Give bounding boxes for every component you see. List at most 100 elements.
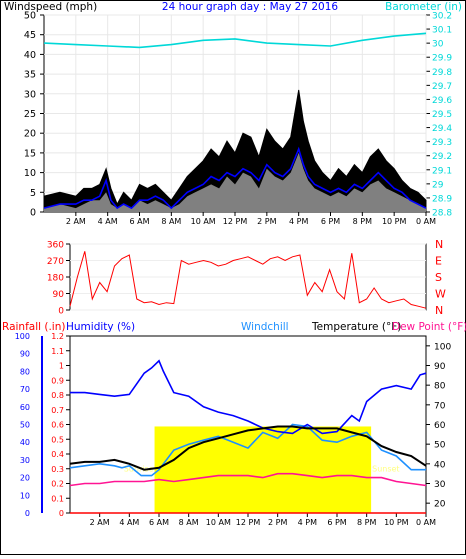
x-tick-label: 6 PM <box>327 518 346 527</box>
x-tick-label: 8 PM <box>357 518 376 527</box>
x-tick-label: 8 PM <box>353 217 372 226</box>
y2-tick-label-temperature: 40 <box>434 460 446 470</box>
x-tick-label: 10 AM <box>191 217 216 226</box>
temperature-humidity-panel: Sunrise Sunset 0 0.1 0.2 0.3 0.4 0.5 0.6 0.7 0.8 0.… <box>15 332 452 527</box>
y2-tick-label-barometer: 30 <box>432 40 444 50</box>
compass-label: E <box>435 255 442 268</box>
y-tick-label-humidity: 40 <box>20 438 30 447</box>
y2-tick-label-barometer: 29 <box>432 180 444 190</box>
y2-tick-label-barometer: 30.2 <box>432 12 452 22</box>
x-tick-label: 0 AM <box>416 518 436 527</box>
wind-average-line <box>43 146 427 210</box>
y2-tick-label-temperature: 20 <box>434 500 446 510</box>
compass-label: N <box>435 304 443 317</box>
compass-label: W <box>435 288 446 301</box>
windchill-line <box>69 423 426 477</box>
y-tick-label-humidity: 10 <box>20 491 30 500</box>
dewpoint-label: Dew Point (°F) <box>392 321 466 333</box>
x-tick-label: 2 PM <box>257 217 276 226</box>
y-tick-label-windspeed: 20 <box>24 129 36 140</box>
y-tick-label-windspeed: 30 <box>24 89 36 100</box>
x-tick-label: 8 AM <box>161 217 181 226</box>
y-tick-label-rainfall: 0.9 <box>51 376 64 385</box>
y2-tick-label-temperature: 90 <box>434 362 446 372</box>
y-tick-label-humidity: 60 <box>20 403 30 412</box>
y-tick-label-windspeed: 45 <box>24 30 36 41</box>
y2-tick-label-barometer: 29.8 <box>432 68 452 78</box>
y-tick-label-humidity: 50 <box>20 421 30 430</box>
y2-tick-label-barometer: 29.5 <box>432 110 452 120</box>
y-tick-label-humidity: 0 <box>25 509 30 518</box>
x-tick-label: 2 PM <box>268 518 287 527</box>
barometer-line <box>43 32 427 49</box>
x-tick-label: 4 AM <box>119 518 139 527</box>
y-tick-label-windspeed: 10 <box>24 168 36 179</box>
windchill-label: Windchill <box>241 321 289 333</box>
x-tick-label: 6 AM <box>129 217 149 226</box>
y2-tick-label-temperature: 60 <box>434 421 446 431</box>
y-tick-label-windspeed: 0 <box>30 208 36 219</box>
y2-tick-label-temperature: 30 <box>434 480 446 490</box>
y2-tick-label-barometer: 28.9 <box>432 194 452 204</box>
dewpoint-line <box>69 472 427 487</box>
y2-tick-label-temperature: 80 <box>434 382 446 392</box>
y-tick-label-rainfall: 0.7 <box>51 406 64 415</box>
y-tick-label-rainfall: 0.8 <box>51 391 64 400</box>
y-tick-label-windspeed: 25 <box>24 109 36 120</box>
y-tick-label-windspeed: 5 <box>30 188 36 199</box>
y-tick-label-direction: 90 <box>53 290 65 300</box>
y2-tick-label-barometer: 29.3 <box>432 138 452 148</box>
windgust-area <box>44 152 426 212</box>
y-tick-label-windspeed: 35 <box>24 70 36 81</box>
windspeed-area <box>43 89 427 213</box>
y-tick-label-rainfall: 0.1 <box>51 494 64 503</box>
y-tick-label-direction: 180 <box>47 274 64 284</box>
compass-label: N <box>435 238 443 251</box>
y-tick-label-rainfall: 0 <box>59 509 64 518</box>
y2-tick-label-temperature: 50 <box>434 441 446 451</box>
temperature-line <box>69 425 427 471</box>
x-tick-label: 10 PM <box>382 217 407 226</box>
x-tick-label: 8 AM <box>179 518 199 527</box>
y-tick-label-windspeed: 15 <box>24 148 36 159</box>
x-tick-label: 2 AM <box>66 217 86 226</box>
y2-tick-label-barometer: 29.1 <box>432 166 452 176</box>
y2-tick-label-barometer: 28.8 <box>432 209 452 219</box>
x-tick-label: 4 PM <box>298 518 317 527</box>
rainfall-axis-label: Rainfall (.in) <box>2 321 65 333</box>
x-tick-label: 10 PM <box>384 518 409 527</box>
y-tick-label-rainfall: 1.1 <box>51 347 64 356</box>
y2-tick-label-barometer: 29.4 <box>432 124 452 134</box>
windspeed-axis-label: Windspeed (mph) <box>4 1 97 13</box>
y-tick-label-rainfall: 1.2 <box>51 332 64 341</box>
temperature-label: Temperature (°F) <box>311 321 401 333</box>
y2-tick-label-barometer: 29.7 <box>432 82 452 92</box>
x-tick-label: 2 AM <box>90 518 110 527</box>
y2-tick-label-barometer: 29.9 <box>432 54 452 64</box>
compass-label: S <box>435 271 442 284</box>
x-tick-label: 10 AM <box>206 518 231 527</box>
x-tick-label: 6 PM <box>321 217 340 226</box>
y-tick-label-humidity: 70 <box>20 385 30 394</box>
y-tick-label-direction: 360 <box>47 241 64 251</box>
y-tick-label-direction: 270 <box>47 257 64 267</box>
x-tick-label: 12 PM <box>223 217 248 226</box>
wind-direction-line <box>69 251 427 309</box>
y-tick-label-windspeed: 50 <box>24 11 36 22</box>
y-tick-label-humidity: 30 <box>20 456 30 465</box>
y2-tick-label-temperature: 100 <box>434 342 451 352</box>
windspeed-barometer-panel: 0 5 10 15 20 25 30 35 40 45 50 28.8 28.9 29 29.1 29.2 29… <box>24 11 452 227</box>
y2-tick-label-barometer: 29.2 <box>432 152 452 162</box>
y-tick-label-humidity: 90 <box>20 350 30 359</box>
x-tick-label: 6 AM <box>149 518 169 527</box>
y-tick-label-rainfall: 0.4 <box>51 450 64 459</box>
y-tick-label-rainfall: 0.3 <box>51 465 64 474</box>
x-tick-label: 12 PM <box>236 518 261 527</box>
y-tick-label-humidity: 80 <box>20 367 30 376</box>
y-tick-label-rainfall: 0.6 <box>51 421 64 430</box>
y2-tick-label-barometer: 29.6 <box>432 96 452 106</box>
y-tick-label-windspeed: 40 <box>24 50 36 61</box>
y2-tick-label-temperature: 70 <box>434 401 446 411</box>
